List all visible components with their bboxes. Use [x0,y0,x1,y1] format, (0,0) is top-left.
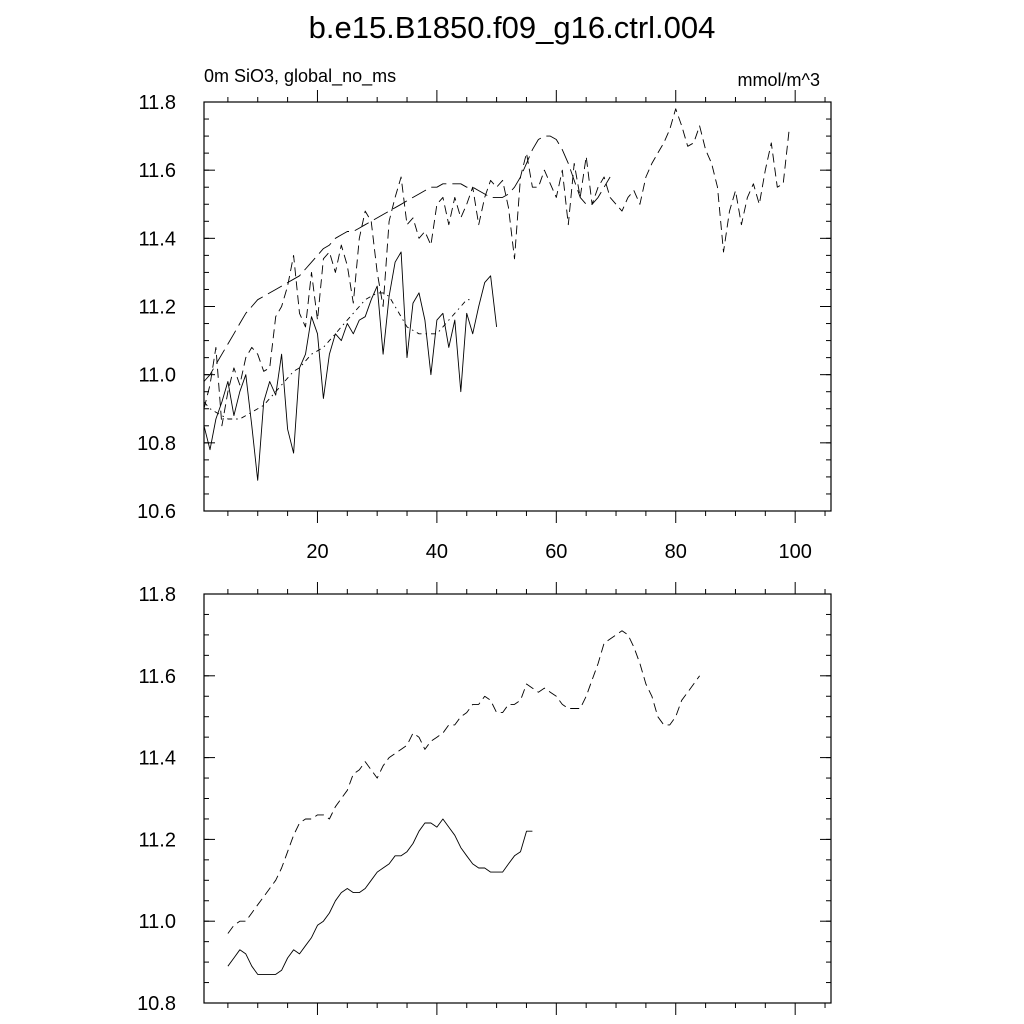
x-tick-label: 20 [306,541,328,563]
series-line-solid [203,251,498,481]
y-tick-label: 11.8 [139,584,176,606]
y-tick-label: 11.4 [139,748,176,770]
y-tick-label: 10.8 [137,993,176,1015]
top-panel: 0m SiO3, global_no_ms mmol/m^3 10.6 10.8 1… [137,66,832,563]
panel-subtitle-right: mmol/m^3 [738,70,820,90]
bottom-panel: 10.8 11.0 11.2 11.4 11.6 11.8 [137,582,832,1015]
y-tick-label: 11.8 [139,92,176,114]
y-tick-label: 11.0 [139,365,176,387]
series-line-solid [227,818,533,975]
series-line-dash-dot [203,292,473,420]
series-line-dashed [227,630,700,934]
y-tick-label: 11.2 [139,297,176,319]
y-tick-label: 10.6 [137,501,176,523]
panel-subtitle-left: 0m SiO3, global_no_ms [204,66,396,87]
x-tick-label: 80 [665,541,687,563]
series-line-dashed [203,108,790,427]
y-tick-label: 11.4 [139,228,176,250]
y-tick-label: 11.6 [139,160,176,182]
y-tick-label: 11.2 [139,829,176,851]
y-tick-label: 11.6 [139,666,176,688]
x-tick-label: 40 [426,541,448,563]
plot-frame [203,101,832,512]
plot-frame [203,593,832,1004]
y-tick-label: 10.8 [137,433,176,455]
x-tick-label: 60 [545,541,567,563]
y-tick-label: 11.0 [139,911,176,933]
chart-title: b.e15.B1850.f09_g16.ctrl.004 [309,10,716,45]
x-tick-label: 100 [778,541,811,563]
series-line-long-dash [203,135,611,382]
